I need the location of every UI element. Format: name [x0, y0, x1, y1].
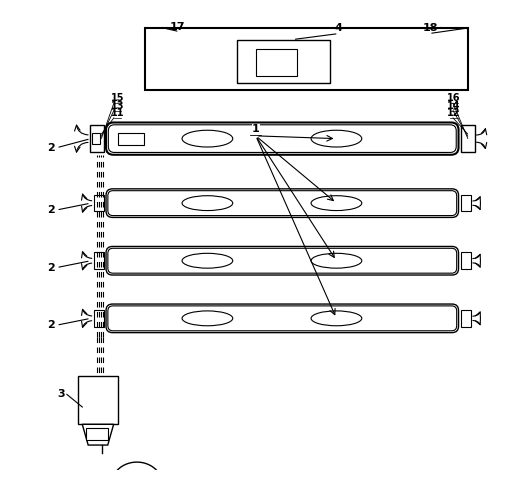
Ellipse shape — [182, 253, 233, 268]
Bar — [461, 252, 471, 269]
Ellipse shape — [182, 196, 233, 211]
Bar — [461, 125, 475, 153]
Text: 11: 11 — [111, 108, 125, 118]
Ellipse shape — [182, 130, 233, 147]
Bar — [78, 376, 118, 424]
Bar — [94, 310, 104, 326]
FancyBboxPatch shape — [108, 191, 457, 216]
Text: 17: 17 — [170, 22, 185, 32]
Ellipse shape — [182, 311, 233, 326]
Ellipse shape — [311, 311, 362, 326]
Text: 15: 15 — [111, 93, 125, 103]
Text: 2: 2 — [47, 263, 55, 273]
Bar — [145, 28, 468, 90]
Text: 18: 18 — [422, 23, 438, 33]
FancyBboxPatch shape — [106, 122, 458, 155]
Bar — [90, 125, 104, 153]
FancyBboxPatch shape — [108, 125, 456, 153]
Text: 2: 2 — [47, 143, 55, 153]
Text: 3: 3 — [58, 389, 65, 399]
Text: 14: 14 — [447, 100, 461, 110]
FancyBboxPatch shape — [108, 248, 457, 273]
FancyBboxPatch shape — [106, 304, 458, 333]
Text: 16: 16 — [447, 93, 461, 103]
Bar — [237, 39, 330, 84]
Text: 4: 4 — [335, 23, 343, 33]
Bar — [461, 195, 471, 211]
Bar — [94, 252, 104, 269]
FancyBboxPatch shape — [108, 306, 457, 331]
Polygon shape — [82, 424, 113, 445]
Bar — [94, 195, 104, 211]
Text: 12: 12 — [447, 108, 461, 118]
Bar — [118, 132, 144, 144]
FancyBboxPatch shape — [106, 189, 458, 217]
Text: 2: 2 — [47, 205, 55, 215]
Bar — [86, 429, 108, 440]
Ellipse shape — [311, 196, 362, 211]
Text: 2: 2 — [47, 320, 55, 330]
Ellipse shape — [311, 253, 362, 268]
Text: 1: 1 — [252, 124, 260, 134]
Bar — [461, 310, 471, 326]
FancyBboxPatch shape — [106, 246, 458, 275]
Bar — [256, 49, 297, 76]
Bar — [92, 133, 101, 144]
Text: 13: 13 — [111, 100, 125, 110]
Ellipse shape — [311, 130, 362, 147]
